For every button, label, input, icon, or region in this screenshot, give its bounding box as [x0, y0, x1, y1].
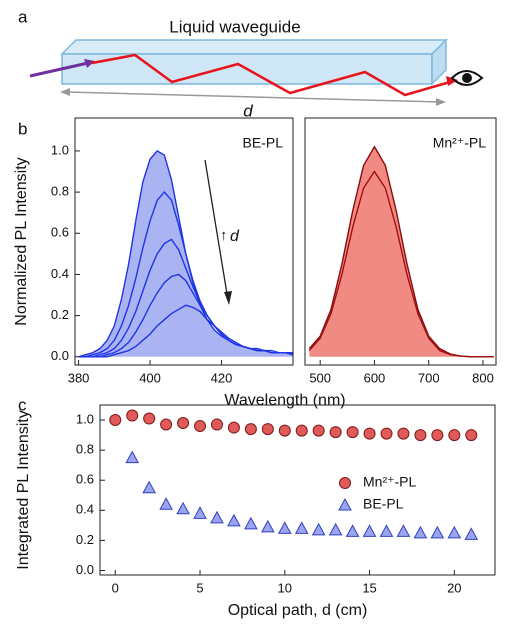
- point: [278, 424, 291, 437]
- x-tick-label: 400: [139, 370, 161, 385]
- point: [328, 522, 343, 536]
- x-tick-label: 15: [362, 580, 376, 595]
- y-tick-label: 0.0: [51, 348, 69, 363]
- arrow-glyph: ↑: [220, 227, 228, 244]
- point: [295, 424, 308, 437]
- y-tick-label: 0.4: [76, 502, 94, 517]
- point: [109, 414, 122, 427]
- point: [244, 423, 257, 436]
- y-tick-label: 0.8: [51, 184, 69, 199]
- arrow-label: d: [230, 228, 240, 245]
- point: [397, 427, 410, 440]
- point: [260, 519, 275, 533]
- y-tick-label: 0.0: [76, 562, 94, 577]
- x-tick-label: 500: [309, 370, 331, 385]
- trend-arrow-head: [224, 291, 232, 305]
- legend-label: BE-PL: [363, 496, 404, 512]
- point: [362, 524, 377, 537]
- panel-label: c: [18, 395, 27, 414]
- plot-frame: [74, 117, 294, 366]
- y-tick-label: 0.8: [76, 442, 94, 457]
- point: [227, 421, 240, 434]
- point: [465, 429, 478, 442]
- y-tick-label: 0.2: [51, 307, 69, 322]
- trend-arrow: [204, 159, 229, 301]
- legend-label: Mn²⁺-PL: [363, 474, 417, 490]
- point: [311, 522, 326, 536]
- point: [447, 525, 462, 539]
- point: [193, 506, 207, 519]
- point: [431, 429, 444, 442]
- point: [329, 426, 342, 439]
- point: [464, 527, 479, 540]
- panel-label: b: [18, 119, 27, 138]
- point: [143, 412, 156, 425]
- x-tick-label: 0: [112, 580, 119, 595]
- y-axis-label: Integrated PL Intensity: [15, 410, 32, 570]
- panel-label: a: [18, 7, 28, 26]
- point: [363, 427, 376, 440]
- point: [210, 418, 223, 431]
- point: [142, 480, 157, 494]
- point: [176, 501, 190, 515]
- point: [414, 429, 427, 442]
- legend-marker: [338, 497, 352, 511]
- point: [448, 429, 461, 442]
- y-tick-label: 0.2: [76, 532, 94, 547]
- length-label: d: [243, 101, 253, 120]
- point: [244, 516, 258, 530]
- x-tick-label: 10: [278, 580, 292, 595]
- point: [379, 524, 394, 537]
- point: [210, 510, 224, 524]
- y-tick-label: 0.6: [51, 225, 69, 240]
- point: [159, 497, 173, 510]
- x-tick-label: 20: [447, 580, 461, 595]
- y-tick-label: 0.4: [51, 266, 69, 281]
- legend-marker: [339, 477, 351, 489]
- point: [125, 450, 140, 464]
- x-tick-label: 800: [472, 370, 494, 385]
- line: [78, 304, 293, 358]
- point: [126, 409, 139, 422]
- x-tick-label: 5: [196, 580, 203, 595]
- point: [227, 513, 241, 527]
- y-tick-label: 1.0: [51, 142, 69, 157]
- line: [78, 273, 294, 358]
- area: [78, 150, 294, 357]
- x-tick-label: 600: [364, 370, 386, 385]
- point: [194, 420, 207, 433]
- x-tick-label: 700: [418, 370, 440, 385]
- point: [277, 521, 292, 534]
- x-axis-label: Wavelength (nm): [224, 392, 345, 409]
- plot-frame: [99, 404, 496, 576]
- annotation: BE-PL: [243, 135, 284, 151]
- point: [294, 521, 309, 534]
- point: [345, 524, 360, 537]
- point: [177, 417, 190, 430]
- point: [261, 423, 274, 436]
- x-tick-label: 420: [211, 370, 233, 385]
- point: [430, 525, 445, 539]
- point: [396, 524, 411, 537]
- x-axis-label: Optical path, d (cm): [228, 602, 368, 619]
- line: [308, 170, 494, 358]
- annotation: Mn²⁺-PL: [433, 135, 487, 151]
- diagram-title: Liquid waveguide: [169, 17, 300, 36]
- point: [346, 426, 359, 439]
- waveguide: [29, 38, 484, 106]
- point: [380, 427, 393, 440]
- point: [160, 418, 173, 431]
- y-tick-label: 1.0: [76, 411, 94, 426]
- x-tick-label: 380: [68, 370, 90, 385]
- point: [413, 525, 428, 539]
- point: [312, 424, 325, 437]
- y-axis-label: Normalized PL Intensity: [13, 157, 30, 325]
- plot-frame: [304, 117, 497, 366]
- y-tick-label: 0.6: [76, 472, 94, 487]
